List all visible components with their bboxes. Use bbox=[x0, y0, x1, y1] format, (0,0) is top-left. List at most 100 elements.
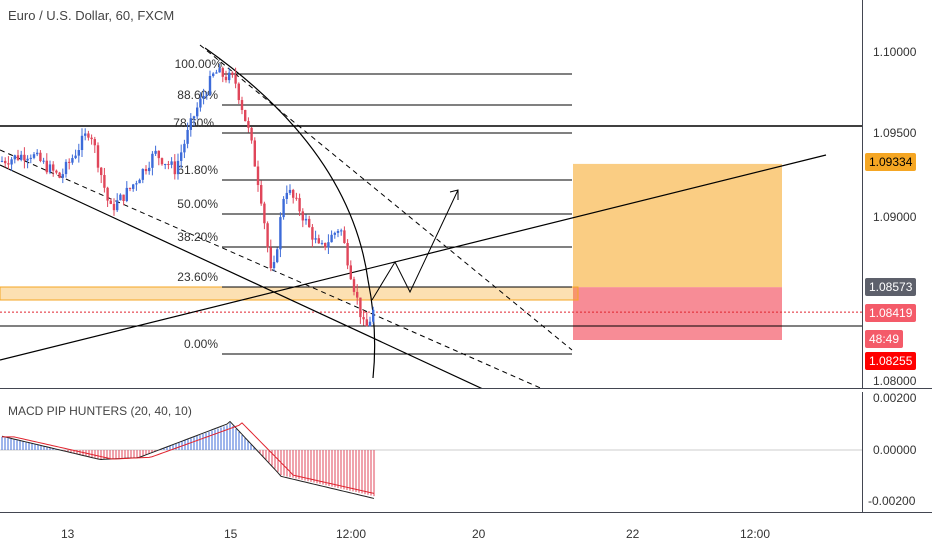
price-chart-svg[interactable]: 100.00%88.60%78.60%61.80%50.00%38.20%23.… bbox=[0, 0, 862, 388]
candle-body bbox=[314, 238, 317, 240]
chart-title: Euro / U.S. Dollar, 60, FXCM bbox=[8, 8, 175, 23]
candle-body bbox=[55, 170, 58, 173]
macd-tick: 0.00000 bbox=[873, 443, 917, 457]
candle-body bbox=[256, 166, 260, 186]
candle-body bbox=[112, 203, 116, 211]
candle-body bbox=[164, 164, 167, 166]
fib-arc bbox=[204, 47, 376, 379]
candle-body bbox=[266, 223, 269, 248]
candle-body bbox=[151, 153, 154, 168]
candle-body bbox=[365, 319, 368, 327]
macd-scale[interactable]: 0.00200 0.00000 -0.00200 bbox=[862, 391, 932, 512]
time-tick: 15 bbox=[224, 527, 238, 541]
candle-body bbox=[135, 183, 138, 185]
candle-body bbox=[202, 96, 205, 99]
candle-body bbox=[103, 175, 106, 188]
candle-body bbox=[372, 309, 375, 322]
candle-body bbox=[301, 211, 304, 221]
candle-body bbox=[106, 187, 109, 201]
candle-body bbox=[29, 157, 32, 159]
candle-body bbox=[295, 197, 298, 199]
channel-dashed-line bbox=[0, 149, 542, 388]
candle-body bbox=[250, 127, 253, 141]
candle-body bbox=[160, 158, 164, 165]
candle-body bbox=[122, 194, 125, 201]
candle-body bbox=[228, 72, 231, 81]
pane-separator[interactable] bbox=[0, 388, 932, 389]
macd-signal-line bbox=[2, 422, 375, 494]
candle-body bbox=[272, 262, 276, 269]
candle-body bbox=[186, 129, 189, 144]
candle-body bbox=[231, 72, 234, 75]
candle-body bbox=[362, 317, 365, 320]
candle-body bbox=[7, 163, 10, 165]
price-tick: 1.08000 bbox=[873, 374, 917, 388]
candle-body bbox=[349, 265, 352, 280]
last-price-tag: 1.08419 bbox=[865, 304, 917, 322]
candle-body bbox=[359, 297, 362, 318]
candle-body bbox=[218, 68, 221, 73]
fib-level-label: 0.00% bbox=[184, 337, 218, 351]
candle-body bbox=[317, 238, 320, 244]
candle-body bbox=[13, 155, 16, 160]
price-tick: 1.10000 bbox=[873, 45, 917, 59]
candle-body bbox=[212, 73, 215, 76]
fib-level-label: 61.80% bbox=[177, 163, 218, 177]
candle-body bbox=[10, 159, 13, 165]
projection-arrowhead bbox=[449, 189, 459, 200]
time-tick: 20 bbox=[472, 527, 486, 541]
macd-pane[interactable] bbox=[0, 392, 862, 512]
candle-body bbox=[144, 168, 148, 172]
candle-body bbox=[346, 243, 349, 266]
candle-body bbox=[327, 242, 330, 248]
fib-level-label: 88.60% bbox=[177, 88, 218, 102]
candle-body bbox=[263, 203, 266, 224]
candle-body bbox=[100, 167, 103, 176]
candle-body bbox=[196, 107, 199, 117]
candle-body bbox=[157, 150, 160, 159]
candle-body bbox=[292, 189, 295, 198]
candle-body bbox=[352, 279, 356, 292]
candle-body bbox=[68, 161, 71, 163]
candle-body bbox=[311, 227, 314, 240]
candle-body bbox=[93, 139, 96, 146]
bar-countdown-tag: 48:49 bbox=[865, 330, 904, 348]
candle-body bbox=[183, 143, 186, 153]
candle-body bbox=[208, 75, 212, 95]
candle-body bbox=[260, 185, 263, 204]
candle-body bbox=[253, 140, 256, 167]
candle-body bbox=[23, 154, 26, 161]
candle-body bbox=[221, 68, 224, 77]
candle-body bbox=[90, 137, 93, 140]
price-pane[interactable]: 100.00% 88.60% 78.60% 61.80% 50.00% 38.20% 23.… bbox=[0, 0, 862, 388]
candle-body bbox=[141, 168, 144, 180]
candle-body bbox=[39, 152, 42, 162]
candle-body bbox=[244, 109, 247, 122]
candle-body bbox=[170, 161, 173, 165]
candle-body bbox=[58, 172, 61, 178]
channel-upper-dashed-line bbox=[199, 44, 573, 351]
price-scale[interactable]: 1.10000 1.09500 1.09000 1.08000 bbox=[862, 0, 932, 388]
candle-body bbox=[368, 321, 372, 327]
candle-body bbox=[247, 121, 250, 128]
candle-body bbox=[148, 167, 151, 172]
macd-chart-svg[interactable] bbox=[0, 392, 862, 512]
trend-line-rising bbox=[0, 154, 827, 361]
candle-body bbox=[340, 230, 343, 232]
candle-body bbox=[96, 145, 100, 168]
candle-body bbox=[215, 72, 218, 74]
candle-body bbox=[84, 133, 87, 136]
candle-body bbox=[42, 160, 45, 162]
candle-body bbox=[192, 116, 196, 119]
candle-body bbox=[77, 150, 80, 156]
macd-title: MACD PIP HUNTERS (20, 40, 10) bbox=[8, 404, 192, 418]
fib-level-label: 100.00% bbox=[175, 57, 223, 71]
stop-price-tag: 1.08255 bbox=[865, 352, 917, 370]
time-axis[interactable]: 13 15 12:00 20 22 12:00 bbox=[0, 512, 932, 551]
candle-body bbox=[234, 74, 237, 84]
candle-body bbox=[205, 94, 208, 97]
candle-body bbox=[189, 118, 192, 130]
candle-body bbox=[356, 291, 359, 298]
candle-body bbox=[199, 98, 202, 108]
